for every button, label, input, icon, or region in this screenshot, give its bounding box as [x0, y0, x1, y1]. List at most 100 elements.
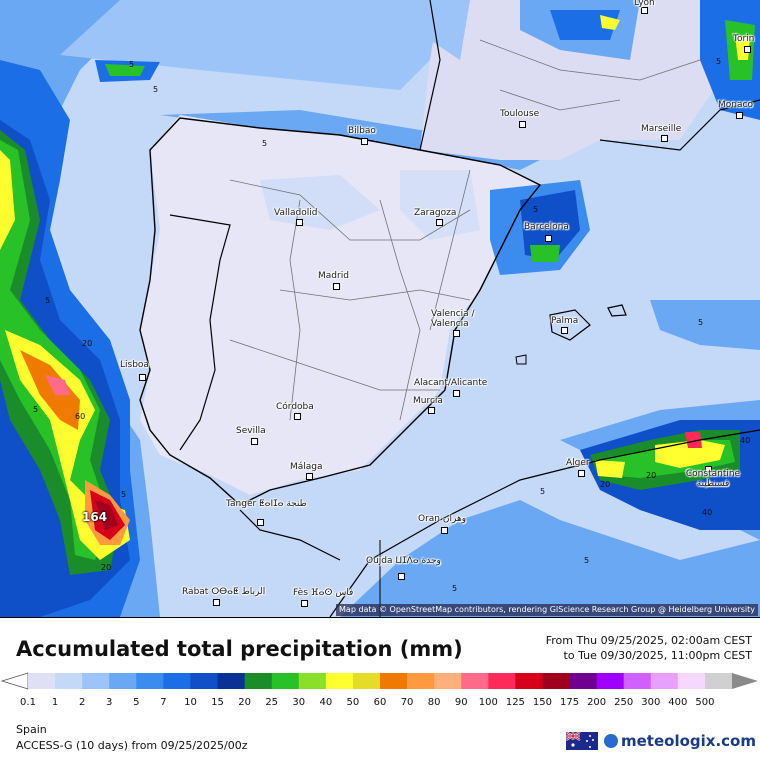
- city-label: Palma: [551, 316, 579, 326]
- contour-label: 5: [452, 584, 458, 593]
- legend-swatch: [596, 673, 625, 689]
- legend-swatch: [190, 673, 219, 689]
- legend-tick-label: 100: [478, 697, 498, 708]
- city-marker: [251, 438, 258, 445]
- contour-label: 5: [716, 57, 722, 66]
- contour-label: 5: [540, 487, 546, 496]
- city-label: Alacant/Alicante: [414, 378, 488, 388]
- city-marker: [661, 135, 668, 142]
- legend-tick-label: 7: [160, 697, 167, 708]
- city-marker: [301, 600, 308, 607]
- legend-swatch: [82, 673, 110, 689]
- city-label: Tanger ⵟⴰⵏⵊⴰ طنجة: [226, 499, 307, 509]
- city-label: Rabat ⵔⴱⴰⵟ الرباط: [182, 587, 266, 597]
- legend-tick-label: 30: [292, 697, 306, 708]
- legend-tick-label: 1: [51, 697, 59, 708]
- legend-swatch: [380, 673, 408, 689]
- contour-label: 40: [740, 436, 751, 445]
- city-marker: [641, 7, 648, 14]
- australia-flag-icon: [565, 731, 598, 750]
- city-label: Oran وهران: [418, 514, 467, 524]
- legend-swatch: [461, 673, 489, 689]
- legend-swatch: [515, 673, 543, 689]
- city-label: Marseille: [641, 124, 682, 134]
- city-marker: [519, 121, 526, 128]
- precipitation-map[interactable]: 5 5 5 20 5 60 5 20 5 5 5 40 20 20 40 5 5…: [0, 0, 760, 618]
- footer-model: ACCESS-G (10 days) from 09/25/2025/00z: [16, 739, 248, 752]
- legend-tick-label: 90: [454, 697, 468, 708]
- city-label: Toulouse: [500, 109, 540, 119]
- legend-swatch: [271, 673, 300, 689]
- legend-swatch: [55, 673, 83, 689]
- legend-tick-label: 400: [668, 697, 688, 708]
- legend-tick-label: 3: [106, 697, 113, 708]
- city-label: Málaga: [290, 462, 323, 472]
- legend-tick-label: 50: [346, 697, 360, 708]
- contour-label: 5: [533, 205, 539, 214]
- city-label: Oujda ⵡⵊⴷⴰ وجدة: [366, 556, 441, 566]
- legend-swatch: [298, 673, 327, 689]
- legend-tick-label: 150: [532, 697, 552, 708]
- legend-tick-label: 10: [184, 697, 197, 708]
- contour-label: 5: [33, 405, 39, 414]
- legend-tick-label: 250: [614, 697, 634, 708]
- city-marker: [545, 235, 552, 242]
- city-label: Lisboa: [120, 360, 149, 370]
- city-label: Barcelona: [524, 222, 569, 232]
- city-marker: [561, 327, 568, 334]
- legend-swatch: [163, 673, 191, 689]
- city-label: Constantine قسنطينة: [685, 469, 741, 489]
- contour-label: 5: [584, 556, 590, 565]
- city-label: Bilbao: [348, 126, 376, 136]
- period-from: From Thu 09/25/2025, 02:00am CEST: [545, 634, 752, 647]
- legend-swatch: [434, 673, 462, 689]
- contour-label: 20: [600, 480, 611, 489]
- city-label: Torin: [733, 34, 755, 44]
- city-label: Madrid: [318, 271, 349, 281]
- legend-tick-label: 15: [211, 697, 224, 708]
- city-label: Sevilla: [236, 426, 266, 436]
- city-marker: [257, 519, 264, 526]
- legend-swatch: [325, 673, 354, 689]
- legend-swatch: [623, 673, 652, 689]
- legend-arrow-right: [732, 673, 758, 689]
- legend-tick-label: 125: [505, 697, 525, 708]
- contour-label: 20: [82, 339, 93, 348]
- city-marker: [139, 374, 146, 381]
- contour-label: 5: [129, 60, 135, 69]
- legend-arrow-left: [0, 672, 29, 690]
- city-marker: [294, 413, 301, 420]
- legend-swatch: [352, 673, 381, 689]
- contour-label: 5: [262, 139, 268, 148]
- city-marker: [306, 473, 313, 480]
- contour-label: 20: [646, 471, 657, 480]
- max-value-label: 164: [82, 510, 108, 524]
- city-marker: [436, 219, 443, 226]
- legend-tick-label: 40: [319, 697, 333, 708]
- city-label: Zaragoza: [414, 208, 457, 218]
- brand-name: meteologix.com: [621, 732, 756, 750]
- map-attribution: Map data © OpenStreetMap contributors, r…: [336, 604, 758, 616]
- legend-swatch: [569, 673, 598, 689]
- city-marker: [213, 599, 220, 606]
- legend-tick-label: 20: [238, 697, 251, 708]
- city-marker: [578, 470, 585, 477]
- contour-label: 5: [45, 296, 51, 305]
- legend-tick-label: 2: [78, 697, 86, 708]
- city-marker: [453, 330, 460, 337]
- chart-title: Accumulated total precipitation (mm): [16, 637, 463, 661]
- city-label: Lyon: [634, 0, 655, 8]
- legend-swatch: [650, 673, 679, 689]
- brand-logo[interactable]: meteologix.com: [565, 731, 756, 751]
- city-label: Monaco: [718, 100, 753, 110]
- city-marker: [296, 219, 303, 226]
- legend-swatch: [542, 673, 571, 689]
- legend-tick-label: 0.1: [20, 697, 36, 708]
- contour-label: 5: [153, 85, 159, 94]
- globe-icon: [604, 734, 618, 748]
- city-label: Valencia / Valencia: [431, 309, 475, 329]
- city-label: Murcia: [413, 396, 443, 406]
- legend-tick-label: 70: [400, 697, 414, 708]
- legend-swatch: [28, 673, 56, 689]
- city-marker: [453, 390, 460, 397]
